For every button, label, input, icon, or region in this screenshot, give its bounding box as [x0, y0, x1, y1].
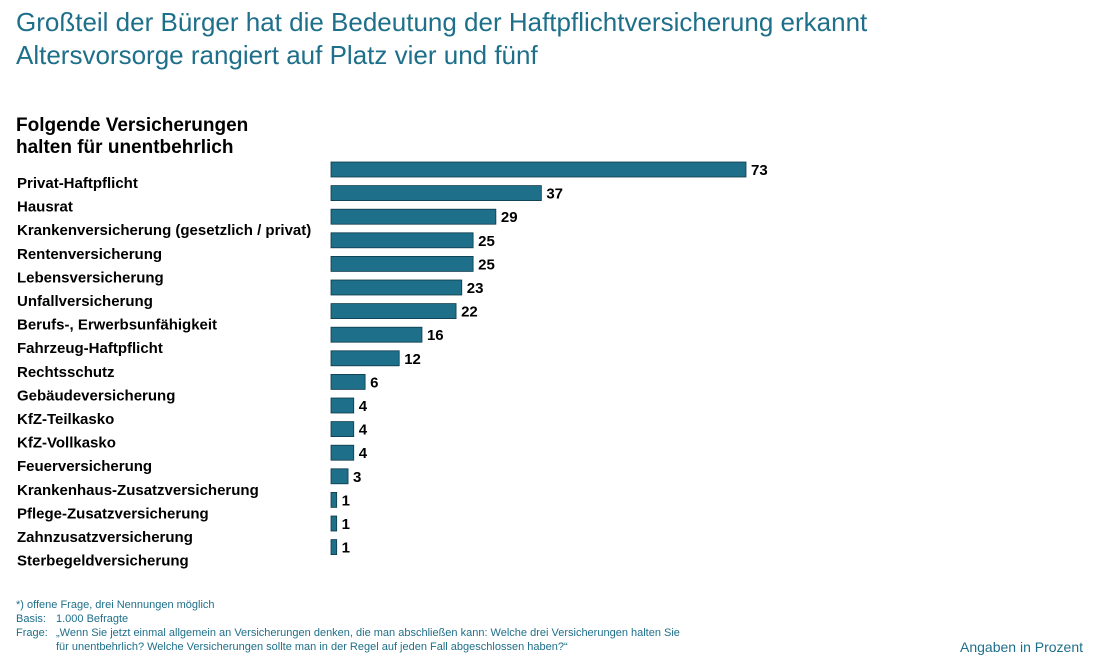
- basis-label: Basis:: [16, 613, 46, 625]
- bar: [330, 326, 423, 343]
- value-label: 1: [342, 516, 350, 533]
- bar: [330, 232, 474, 249]
- category-label: Berufs-, Erwerbsunfähigkeit: [17, 317, 217, 334]
- value-label: 37: [546, 186, 563, 203]
- question-label: Frage:: [16, 627, 48, 639]
- unit-note: Angaben in Prozent: [960, 639, 1083, 655]
- category-label: KfZ-Vollkasko: [17, 435, 116, 452]
- value-label: 73: [751, 162, 768, 179]
- footnote-basis: Basis: 1.000 Befragte: [16, 612, 680, 626]
- bar: [330, 208, 497, 225]
- footnote-text: offene Frage, drei Nennungen möglich: [27, 599, 215, 611]
- value-label: 25: [478, 256, 495, 273]
- value-label: 29: [501, 209, 518, 226]
- value-label: 16: [427, 327, 444, 344]
- value-label: 22: [461, 304, 478, 321]
- category-label: Pflege-Zusatzversicherung: [17, 505, 209, 522]
- bar: [330, 444, 355, 461]
- bar-chart: Privat-Haftpflicht Hausrat Krankenversiche…: [17, 161, 768, 570]
- bar: [330, 397, 355, 414]
- category-label: Rechtsschutz: [17, 364, 115, 381]
- category-label: Hausrat: [17, 199, 73, 216]
- value-label: 25: [478, 233, 495, 250]
- category-label: Gebäudeversicherung: [17, 387, 175, 404]
- bar: [330, 279, 463, 296]
- value-label: 23: [467, 280, 484, 297]
- category-label: Privat-Haftpflicht: [17, 175, 138, 192]
- basis-text: 1.000 Befragte: [56, 613, 129, 625]
- category-label: Zahnzusatzversicherung: [17, 529, 193, 546]
- question-line-2: für unentbehrlich? Welche Versicherungen…: [56, 641, 568, 653]
- bar: [330, 255, 474, 272]
- value-label: 1: [342, 492, 350, 509]
- value-label: 4: [359, 445, 368, 462]
- footnote-open-question: *) offene Frage, drei Nennungen möglich: [16, 598, 680, 612]
- category-label: Krankenversicherung (gesetzlich / privat…: [17, 222, 311, 239]
- bar: [330, 185, 542, 202]
- page-title: Großteil der Bürger hat die Bedeutung de…: [16, 6, 867, 72]
- footnotes: *) offene Frage, drei Nennungen möglich …: [16, 598, 680, 654]
- category-label: Krankenhaus-Zusatzversicherung: [17, 482, 259, 499]
- category-label: Lebensversicherung: [17, 269, 164, 286]
- category-label: Rentenversicherung: [17, 246, 162, 263]
- value-label: 12: [404, 351, 421, 368]
- category-label: Sterbegeldversicherung: [17, 553, 189, 570]
- value-label: 4: [359, 398, 368, 415]
- footnote-key: *): [16, 599, 24, 611]
- bar: [330, 350, 400, 367]
- title-line-2: Altersvorsorge rangiert auf Platz vier u…: [16, 40, 538, 70]
- bar: [330, 421, 355, 438]
- category-label: Feuerversicherung: [17, 458, 152, 475]
- bar: [330, 161, 747, 178]
- value-label: 1: [342, 540, 350, 557]
- chart-title: Folgende Versicherungen halten für unent…: [16, 115, 248, 159]
- bar: [330, 491, 338, 508]
- bar: [330, 468, 349, 485]
- value-label: 4: [359, 422, 368, 439]
- chart-title-line-2: halten für unentbehrlich: [16, 137, 234, 158]
- footnote-question: Frage: „Wenn Sie jetzt einmal allgemein …: [16, 626, 680, 654]
- chart-title-line-1: Folgende Versicherungen: [16, 115, 249, 136]
- value-label: 3: [353, 469, 361, 486]
- bar: [330, 539, 338, 555]
- value-label: 6: [370, 374, 378, 391]
- bar: [330, 303, 457, 320]
- bar: [330, 373, 366, 390]
- category-label: KfZ-Teilkasko: [17, 411, 114, 428]
- question-text: „Wenn Sie jetzt einmal allgemein an Vers…: [56, 626, 680, 654]
- category-label: Unfallversicherung: [17, 293, 153, 310]
- question-line-1: „Wenn Sie jetzt einmal allgemein an Vers…: [56, 627, 680, 639]
- category-label: Fahrzeug-Haftpflicht: [17, 340, 163, 357]
- bar: [330, 515, 338, 532]
- title-line-1: Großteil der Bürger hat die Bedeutung de…: [16, 7, 868, 37]
